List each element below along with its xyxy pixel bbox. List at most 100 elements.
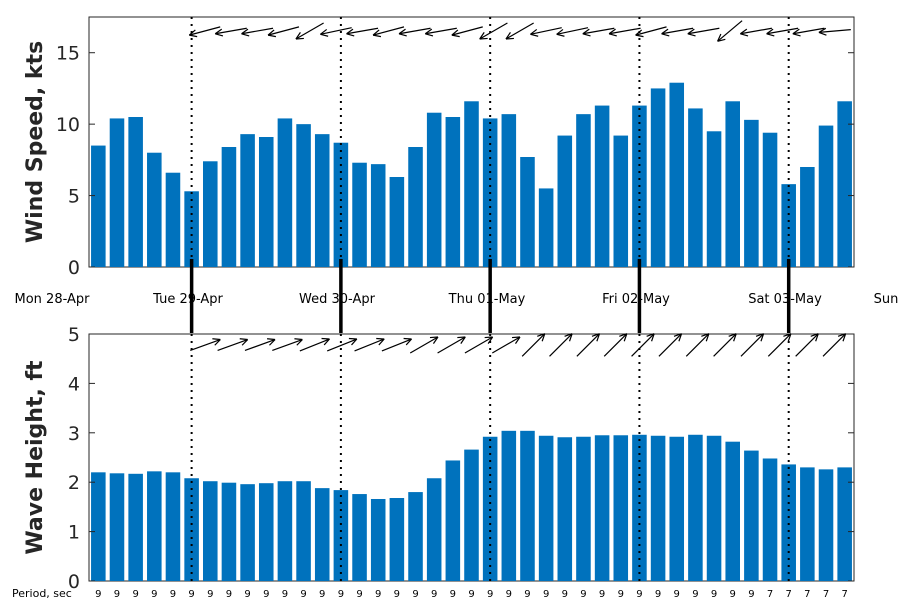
wind-bar [464, 101, 479, 268]
period-value: 9 [468, 589, 474, 600]
wave-bar [445, 460, 461, 581]
wave-bar [781, 464, 796, 581]
wind-direction-arrowhead [739, 28, 749, 37]
wind-bar [520, 157, 535, 267]
wind-direction-arrow [635, 26, 667, 36]
wind-bar [538, 188, 554, 267]
wind-direction-arrow [505, 22, 534, 40]
wind-direction-arrowhead [505, 32, 514, 40]
period-value: 9 [506, 589, 512, 600]
wave-bar [389, 498, 405, 581]
wave-bar [837, 467, 852, 581]
wave-bar [109, 473, 125, 581]
wave-direction-arrow [244, 338, 276, 352]
wave-direction-arrow [795, 333, 819, 357]
period-value: 9 [244, 589, 250, 600]
wind-bar [408, 147, 423, 267]
wave-direction-arrowhead [376, 337, 385, 346]
wave-bar [370, 498, 386, 581]
wave-direction-arrow [272, 338, 303, 352]
wave-bar [128, 473, 143, 581]
period-value: 9 [132, 589, 138, 600]
wind-direction-arrowhead [530, 28, 539, 37]
wind-ytick-label: 5 [68, 186, 80, 208]
wave-direction-arrow [381, 338, 412, 352]
wave-bar [688, 434, 703, 581]
wave-y-axis-title: Wave Height, ft [23, 360, 48, 555]
wind-direction-arrow [346, 27, 379, 35]
wind-direction-arrow [766, 27, 799, 35]
wind-direction-arrow [295, 22, 324, 40]
wave-direction-arrow [767, 333, 792, 357]
wave-direction-arrow [326, 338, 358, 352]
wave-direction-arrow [822, 333, 847, 357]
period-value: 9 [356, 589, 362, 600]
wave-bar [184, 478, 199, 581]
wind-direction-arrowhead [320, 28, 329, 37]
wind-direction-arrowhead [214, 28, 224, 37]
wave-direction-arrow [576, 333, 600, 357]
period-label: Period, sec [12, 587, 72, 600]
wave-ytick-label: 2 [68, 472, 80, 494]
period-value: 9 [263, 589, 269, 600]
wave-direction-arrowhead [457, 336, 466, 344]
period-value: 9 [95, 589, 101, 600]
wave-direction-arrow [740, 333, 765, 357]
period-value: 9 [151, 589, 157, 600]
wind-direction-arrow [189, 26, 221, 36]
wave-bar [669, 436, 685, 581]
wind-bar [762, 132, 778, 267]
period-value: 9 [431, 589, 437, 600]
wind-direction-arrowhead [346, 28, 355, 37]
period-value: 9 [692, 589, 698, 600]
wave-bar [557, 437, 573, 581]
wave-bar [277, 481, 293, 581]
wave-bar [576, 436, 591, 581]
wind-direction-arrowhead [717, 33, 726, 42]
wave-height-panel: 0 1 2 3 4 5 Wave Height, ft [23, 324, 855, 593]
wind-direction-arrowhead [608, 28, 617, 37]
wave-direction-arrowhead [646, 333, 655, 342]
wind-direction-arrow [687, 27, 720, 35]
wind-direction-arrow [792, 27, 825, 35]
wind-bar [706, 131, 722, 267]
wave-bar [744, 450, 759, 581]
period-value: 9 [748, 589, 754, 600]
wave-direction-arrowhead [429, 336, 439, 344]
wind-direction-arrowhead [295, 32, 304, 40]
wind-direction-arrow [740, 27, 772, 35]
wave-direction-arrowhead [673, 333, 683, 342]
day-label: Fri 02-May [602, 292, 670, 307]
period-value: 9 [188, 589, 194, 600]
wave-bar [725, 441, 740, 581]
period-value: 9 [618, 589, 624, 600]
wind-direction-arrow [320, 27, 352, 35]
wind-bar [837, 101, 852, 268]
day-label: Mon 28-Apr [15, 292, 91, 307]
wind-bar [781, 184, 796, 267]
wave-bar [352, 494, 367, 581]
period-value: 7 [786, 589, 792, 600]
day-label-band: Mon 28-Apr Tue 29-Apr Wed 30-Apr Thu 01-May… [15, 259, 899, 333]
wave-direction-arrowhead [728, 333, 737, 342]
wave-direction-arrow [491, 336, 521, 354]
day-label: Sun [874, 292, 899, 307]
period-value: 9 [394, 589, 400, 600]
wind-bar [296, 124, 311, 268]
wind-direction-arrow [425, 27, 457, 35]
wave-direction-arrow [603, 333, 628, 357]
period-value: 9 [450, 589, 456, 600]
day-label: Sat 03-May [748, 292, 822, 307]
wind-bar [333, 142, 349, 267]
period-value: 7 [804, 589, 810, 600]
wind-bar [557, 135, 573, 267]
wind-direction-arrowhead [687, 28, 696, 37]
wind-speed-panel: 0 5 10 15 Wind Speed, kts [23, 16, 855, 279]
wind-bar [314, 134, 330, 267]
wind-direction-arrowhead [241, 28, 250, 37]
wave-direction-arrow [658, 333, 682, 357]
wind-direction-arrowhead [766, 28, 775, 37]
wave-bar [426, 478, 442, 581]
wind-direction-arrowhead [188, 29, 198, 38]
wind-direction-arrowhead [398, 28, 407, 37]
